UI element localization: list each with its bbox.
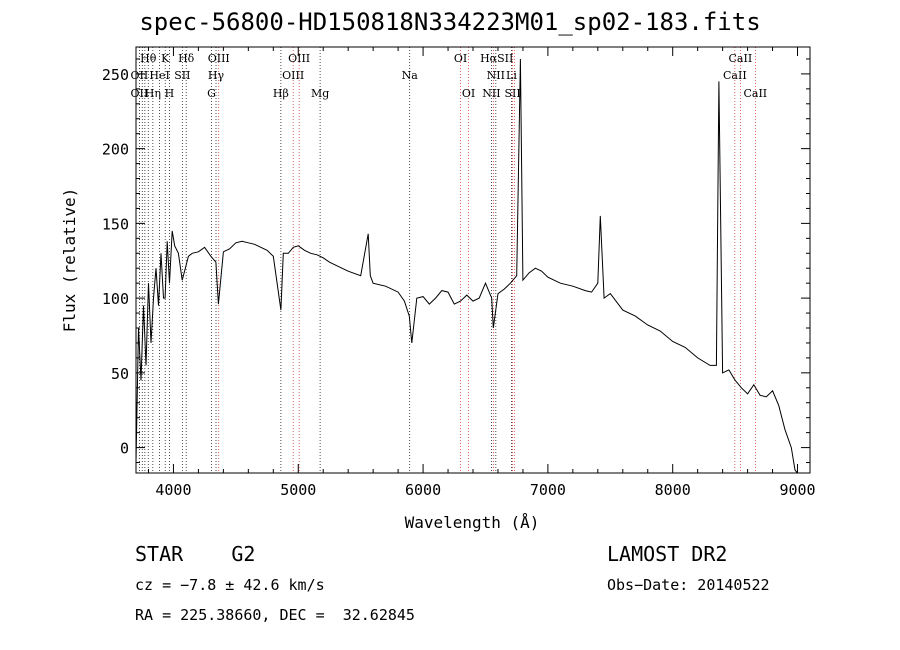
line-label: K	[161, 52, 170, 65]
y-tick-label: 150	[102, 215, 129, 233]
line-label: H	[165, 87, 175, 100]
line-label: OI	[454, 52, 467, 65]
line-label: Hθ	[140, 52, 157, 65]
x-tick-label: 7000	[530, 481, 566, 499]
y-tick-label: 100	[102, 290, 129, 308]
line-label: Hβ	[273, 87, 289, 100]
redshift-text: cz = −7.8 ± 42.6 km/s	[135, 576, 325, 594]
line-annotations: Hθ K Hδ OIII OIII OI HαSII CaII OII HeI SII Hγ OIII N…	[131, 52, 768, 100]
line-label: OII	[131, 69, 149, 82]
line-label: CaII	[743, 87, 767, 100]
y-tick-label: 200	[102, 141, 129, 159]
line-label: Hγ	[208, 69, 225, 82]
x-tick-label: 4000	[155, 481, 191, 499]
line-label: OIII	[208, 52, 230, 65]
chart-title: spec-56800-HD150818N334223M01_sp02-183.f…	[139, 8, 761, 36]
line-label: CaII	[729, 52, 753, 65]
y-tick-label: 250	[102, 66, 129, 84]
survey-label: LAMOST DR2	[607, 542, 728, 566]
object-type: STAR G2	[135, 542, 256, 566]
x-tick-label: 9000	[779, 481, 815, 499]
spectral-line-markers	[139, 47, 756, 473]
line-label: SII	[174, 69, 190, 82]
x-axis-label: Wavelength (Å)	[405, 513, 540, 532]
line-label: G	[207, 87, 216, 100]
line-label: OIII	[282, 69, 304, 82]
line-label: Mg	[311, 87, 329, 100]
coordinates-text: RA = 225.38660, DEC = 32.62845	[135, 606, 415, 624]
line-label: Li	[506, 69, 517, 82]
line-label: NII	[482, 87, 500, 100]
line-label: HαSII	[480, 52, 513, 65]
line-label: CaII	[723, 69, 747, 82]
y-axis-label: Flux (relative)	[60, 188, 79, 333]
plot-frame	[135, 46, 811, 474]
line-label: Hδ	[178, 52, 195, 65]
y-axis-ticks: 0 50 100 150 200 250	[102, 58, 810, 464]
line-label: HeI	[149, 69, 169, 82]
x-axis-ticks: 4000 5000 6000 7000 8000 9000	[147, 47, 816, 499]
line-label: OI	[462, 87, 475, 100]
line-label: NII	[487, 69, 505, 82]
x-tick-label: 8000	[655, 481, 691, 499]
line-label: OIII	[288, 52, 310, 65]
line-label: Na	[402, 69, 419, 82]
obs-date-text: Obs−Date: 20140522	[607, 576, 770, 594]
spectrum-line	[135, 58, 798, 474]
line-label: SII	[504, 87, 520, 100]
line-label: Hη	[145, 87, 161, 100]
y-tick-label: 50	[111, 365, 129, 383]
y-tick-label: 0	[120, 440, 129, 458]
x-tick-label: 6000	[405, 481, 441, 499]
line-label: OII	[131, 87, 149, 100]
x-tick-label: 5000	[280, 481, 316, 499]
